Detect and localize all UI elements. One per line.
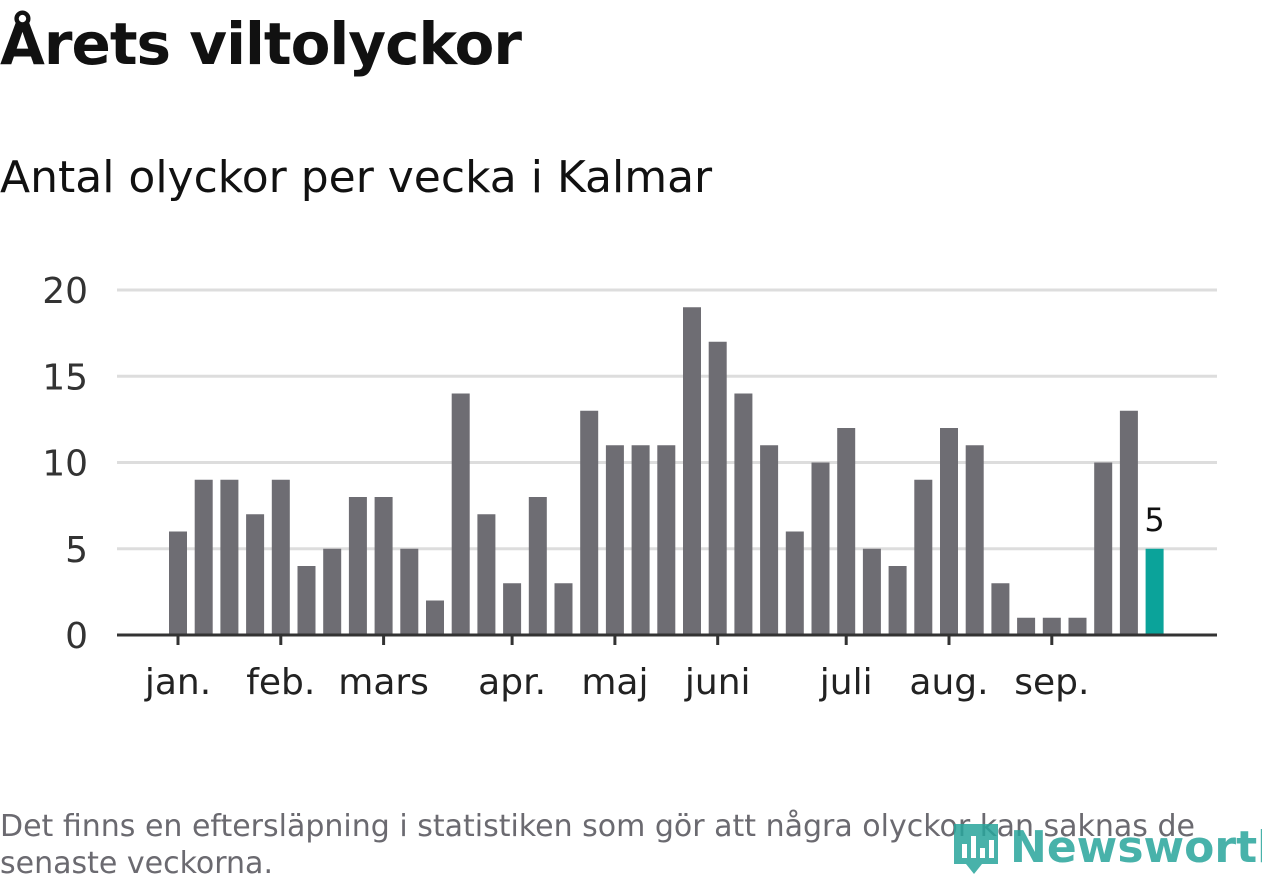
x-tick-label: mars <box>338 662 429 703</box>
bar <box>1068 617 1087 635</box>
y-tick-label: 20 <box>42 271 88 312</box>
bar <box>580 410 599 635</box>
bar <box>631 445 650 635</box>
bar <box>657 445 676 635</box>
bar <box>1094 462 1113 635</box>
bar <box>785 531 804 635</box>
bar <box>374 497 393 635</box>
x-tick-label: sep. <box>1014 662 1089 703</box>
bar <box>477 514 496 635</box>
y-tick-labels: 0 5 10 15 20 <box>42 271 88 657</box>
bar <box>965 445 984 635</box>
bar <box>297 566 316 635</box>
y-tick-label: 5 <box>65 530 88 571</box>
bar <box>914 479 933 635</box>
bar <box>554 583 573 635</box>
bar <box>246 514 265 635</box>
bar <box>862 548 881 635</box>
bar <box>1119 410 1138 635</box>
data-label-current-week: 5 <box>1144 501 1164 539</box>
bar <box>605 445 624 635</box>
bar <box>220 479 239 635</box>
bar <box>271 479 290 635</box>
bar <box>323 548 342 635</box>
bar <box>169 531 187 635</box>
data-labels: 5 <box>1144 501 1164 539</box>
y-tick-label: 0 <box>65 616 88 657</box>
bar <box>348 497 367 635</box>
bar <box>503 583 522 635</box>
bar <box>194 479 213 635</box>
chart-subtitle: Antal olyckor per vecka i Kalmar <box>0 152 713 203</box>
x-tick-label: maj <box>581 662 648 703</box>
x-tick-label: feb. <box>246 662 315 703</box>
bar-current-week <box>1145 548 1164 635</box>
x-tick-label: juni <box>684 662 751 703</box>
x-tick-label: jan. <box>144 662 211 703</box>
bar <box>811 462 830 635</box>
y-tick-label: 10 <box>42 444 88 485</box>
bar <box>888 566 907 635</box>
bar <box>1017 617 1036 635</box>
bar <box>1042 617 1061 635</box>
x-tick-label: juli <box>819 662 873 703</box>
y-tick-label: 15 <box>42 357 88 398</box>
bar <box>991 583 1010 635</box>
bar <box>940 428 958 635</box>
bar <box>451 393 470 635</box>
bar <box>760 445 779 635</box>
bar <box>837 428 856 635</box>
x-tick-label: apr. <box>478 662 546 703</box>
bar <box>426 600 444 635</box>
x-tick-labels: jan. feb. mars apr. maj juni juli aug. sep. <box>144 635 1089 703</box>
bars <box>169 307 1164 635</box>
bar <box>708 341 727 635</box>
bar <box>400 548 419 635</box>
bar <box>683 307 701 635</box>
newsworthy-logo: Newsworthy <box>950 815 1262 879</box>
newsworthy-logo-text: Newsworthy <box>1010 821 1262 873</box>
bar <box>528 497 547 635</box>
newsworthy-logo-icon <box>954 824 998 874</box>
bar <box>734 393 753 635</box>
chart-title: Årets viltolyckor <box>0 10 522 78</box>
x-tick-label: aug. <box>909 662 988 703</box>
